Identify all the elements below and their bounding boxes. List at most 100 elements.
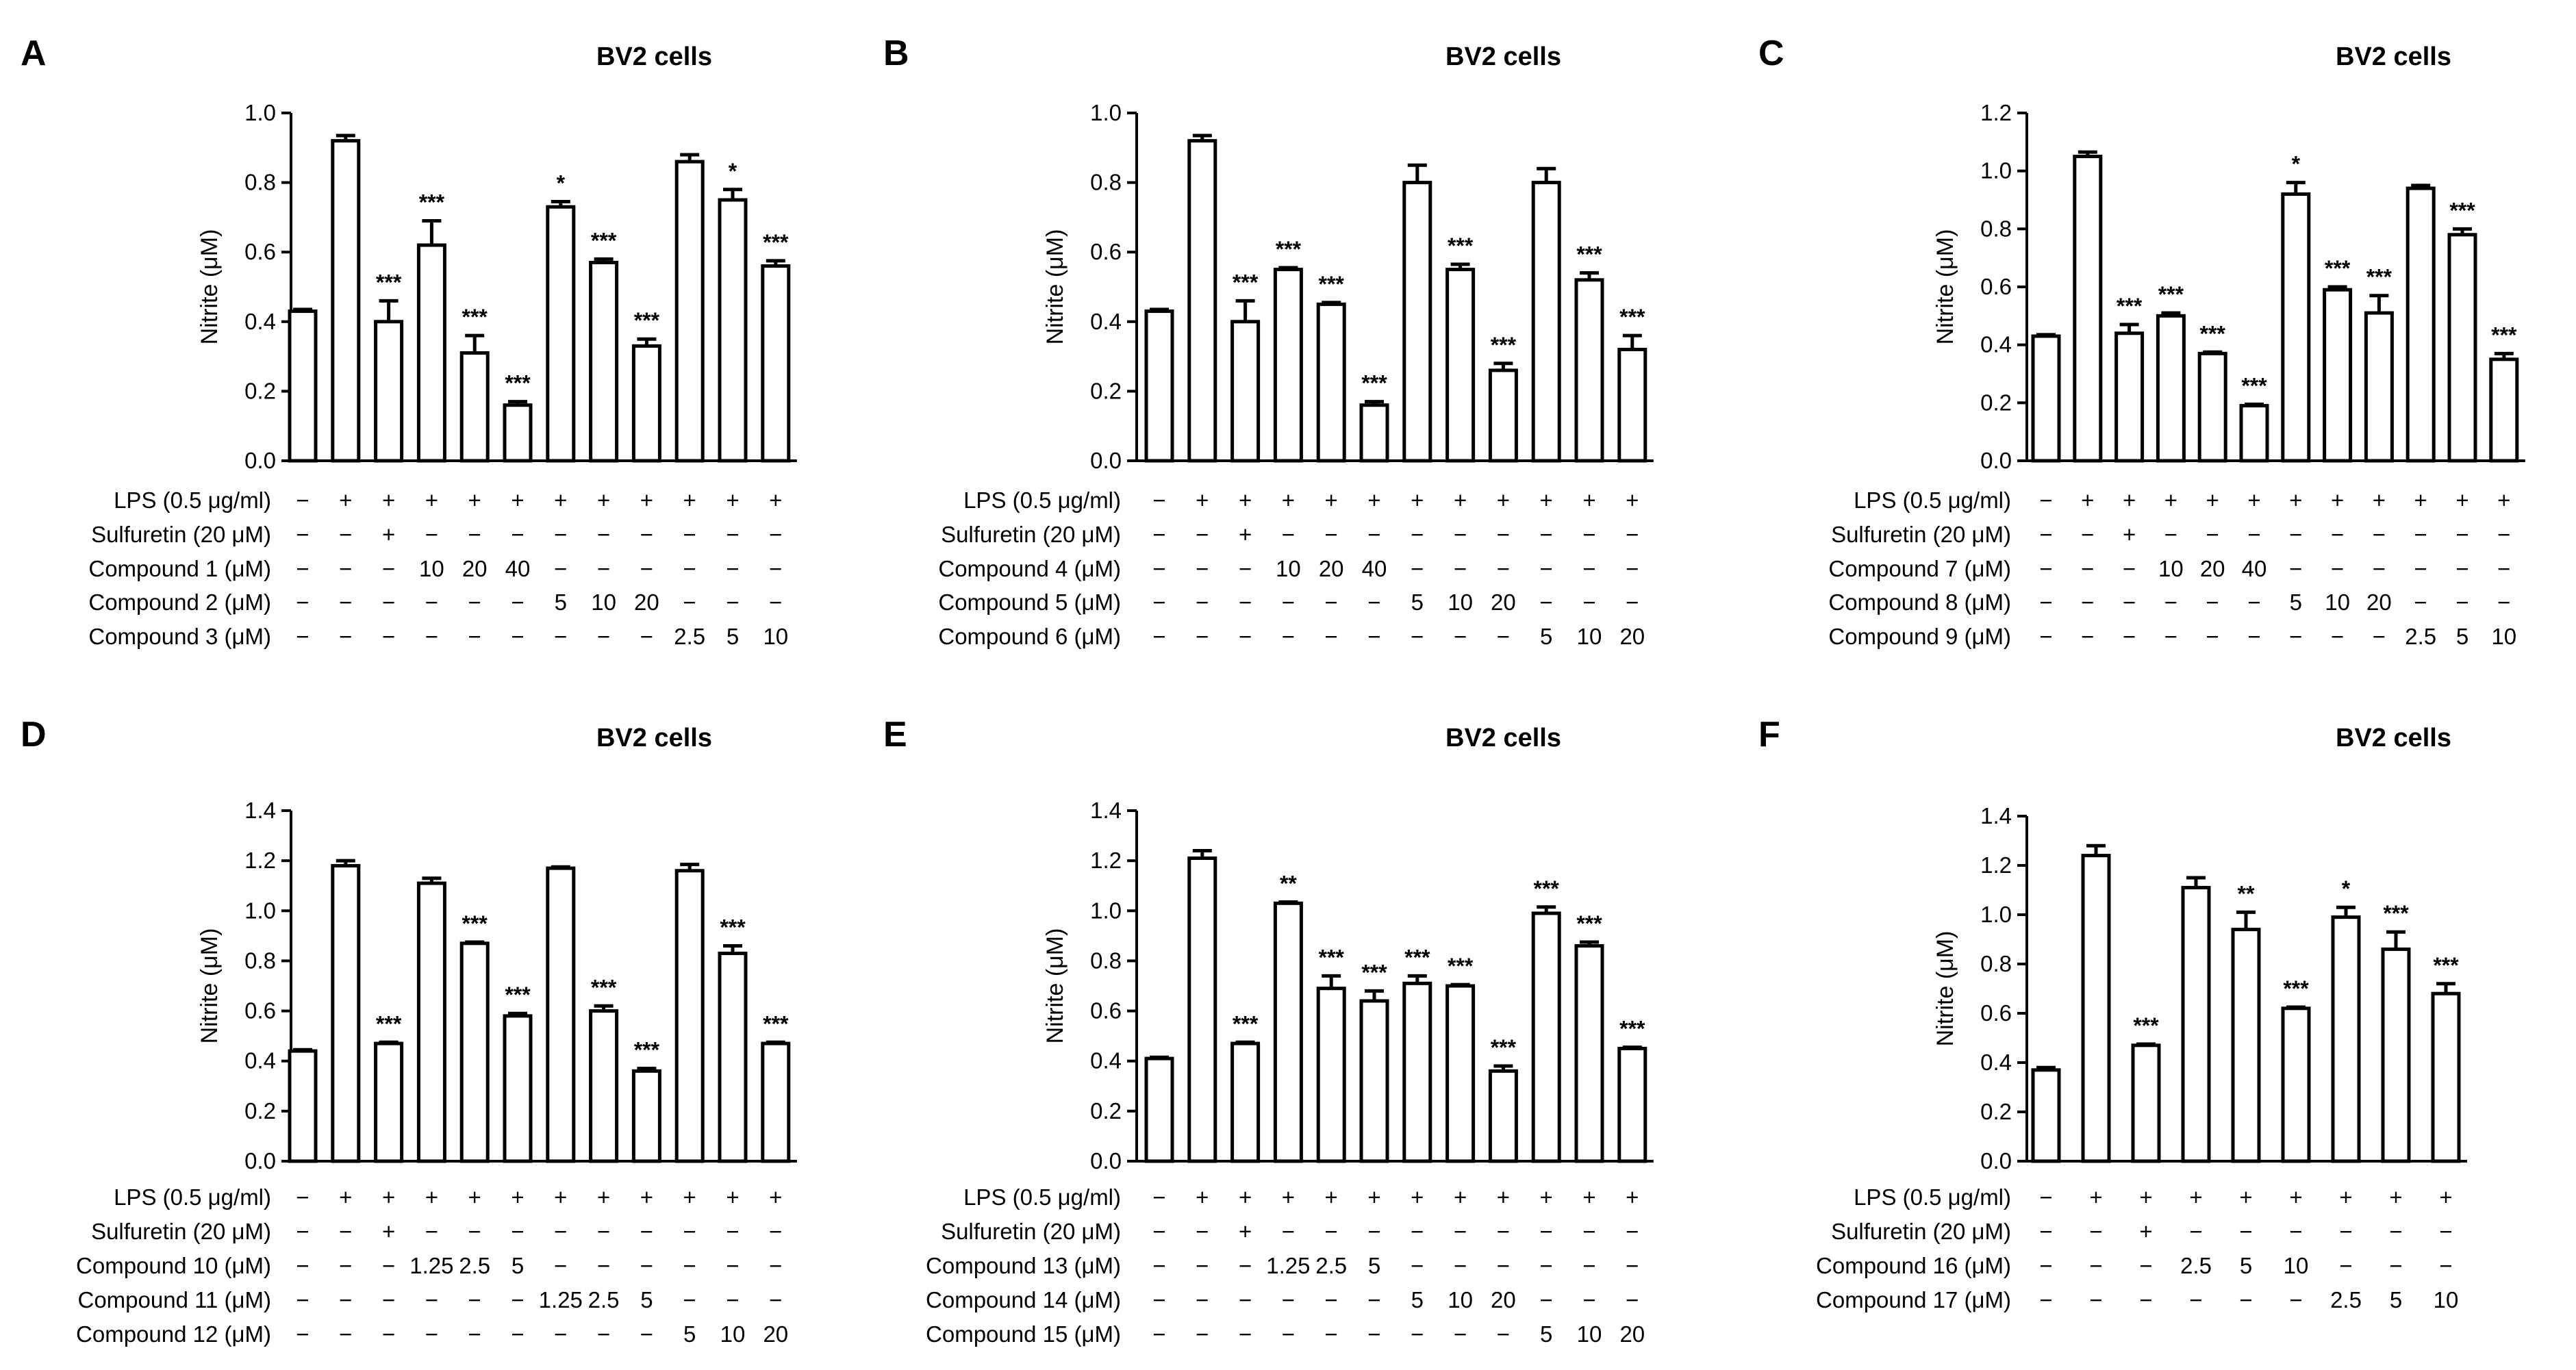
bar	[1402, 181, 1432, 463]
treatment-cell: −	[1367, 522, 1380, 547]
treatment-cell: 20	[1619, 624, 1645, 649]
y-tick-label: 1.0	[1980, 158, 2012, 183]
treatment-label: LPS (0.5 μg/ml)	[114, 1184, 271, 1210]
y-tick-label: 0.0	[1980, 448, 2012, 473]
treatment-cell: −	[1325, 589, 1338, 615]
bar	[589, 1009, 619, 1163]
treatment-cell: +	[2239, 1184, 2252, 1210]
treatment-cell: +	[2123, 487, 2136, 513]
y-tick-label: 0.6	[1980, 1000, 2012, 1026]
significance-label: ***	[1233, 270, 1259, 294]
treatment-cell: +	[2139, 1219, 2152, 1244]
treatment-cell: 20	[2200, 556, 2225, 581]
treatment-cell: −	[554, 1253, 567, 1278]
treatment-cell: −	[2039, 522, 2052, 547]
treatment-cell: −	[2039, 624, 2052, 649]
y-tick-label: 0.8	[1090, 170, 1122, 195]
treatment-cell: 2.5	[2405, 624, 2436, 649]
bar	[2381, 947, 2411, 1163]
treatment-label: Sulfuretin (20 μM)	[1831, 1219, 2011, 1244]
treatment-cell: −	[640, 522, 653, 547]
bar	[2447, 233, 2477, 463]
treatment-cell: −	[2497, 589, 2510, 615]
treatment-cell: −	[2164, 522, 2177, 547]
treatment-cell: +	[683, 1184, 696, 1210]
y-tick-label: 0.8	[244, 170, 276, 195]
panel-title: BV2 cells	[2336, 42, 2451, 71]
treatment-cell: +	[339, 1184, 352, 1210]
treatment-cell: −	[2189, 1287, 2202, 1312]
treatment-cell: −	[1454, 1253, 1467, 1278]
treatment-cell: −	[769, 1253, 782, 1278]
treatment-cell: −	[554, 624, 567, 649]
treatment-label: Compound 11 (μM)	[77, 1287, 271, 1312]
treatment-cell: 10	[2325, 589, 2350, 615]
y-tick-label: 0.6	[1090, 239, 1122, 264]
treatment-cell: −	[468, 522, 481, 547]
treatment-cell: 5	[640, 1287, 653, 1312]
treatment-cell: +	[683, 487, 696, 513]
significance-label: ***	[1361, 960, 1387, 985]
significance-label: ***	[1448, 233, 1474, 258]
treatment-cell: −	[1626, 1287, 1639, 1312]
treatment-cell: −	[425, 1219, 438, 1244]
bar	[674, 869, 705, 1163]
treatment-cell: 10	[2434, 1287, 2459, 1312]
treatment-cell: 5	[2456, 624, 2468, 649]
treatment-cell: −	[2455, 522, 2468, 547]
treatment-cell: +	[1239, 1184, 1252, 1210]
treatment-cell: −	[425, 624, 438, 649]
treatment-cell: −	[2289, 624, 2302, 649]
treatment-cell: +	[554, 1184, 567, 1210]
treatment-cell: −	[2389, 1219, 2402, 1244]
treatment-cell: −	[296, 1253, 309, 1278]
panel-b: B BV2 cells 0.0 0.2 0.4 0.6 0.8 1.0 Nitrite (μM)…	[883, 34, 1654, 649]
treatment-cell: −	[339, 1253, 352, 1278]
treatment-cell: −	[1454, 556, 1467, 581]
treatment-cell: −	[2123, 589, 2136, 615]
treatment-cell: −	[1239, 1253, 1252, 1278]
significance-label: ***	[1361, 371, 1387, 396]
treatment-cell: −	[1540, 589, 1553, 615]
treatment-cell: +	[726, 487, 739, 513]
treatment-cell: −	[1626, 522, 1639, 547]
treatment-cell: −	[1411, 522, 1424, 547]
treatment-cell: 20	[1491, 1287, 1516, 1312]
significance-label: ***	[2158, 282, 2184, 307]
significance-label: ***	[2383, 901, 2409, 926]
bar	[2281, 192, 2311, 463]
panel-a: A BV2 cells 0.0 0.2 0.4 0.6 0.8 1.0 Nitrite (μM)…	[21, 34, 797, 649]
treatment-cell: −	[1325, 624, 1338, 649]
bar	[1230, 1041, 1261, 1163]
treatment-cell: 5	[2290, 589, 2302, 615]
y-tick-label: 0.4	[1980, 1050, 2012, 1075]
treatment-cell: −	[339, 589, 352, 615]
treatment-cell: −	[1196, 1219, 1209, 1244]
y-tick-label: 1.0	[244, 898, 276, 923]
treatment-cell: −	[468, 589, 481, 615]
treatment-cell: 5	[512, 1253, 524, 1278]
treatment-cell: −	[339, 624, 352, 649]
treatment-cell: 5	[2390, 1287, 2402, 1312]
treatment-cell: +	[554, 487, 567, 513]
treatment-cell: +	[1626, 487, 1639, 513]
significance-label: ***	[376, 1011, 402, 1036]
bar	[1617, 347, 1647, 463]
treatment-label: Compound 1 (μM)	[88, 556, 271, 581]
treatment-cell: −	[1196, 556, 1209, 581]
treatment-cell: −	[296, 1287, 309, 1312]
treatment-cell: −	[554, 1321, 567, 1347]
treatment-label: Compound 13 (μM)	[926, 1253, 1121, 1278]
bar	[1273, 268, 1303, 463]
treatment-cell: −	[2189, 1219, 2202, 1244]
treatment-cell: −	[1497, 1321, 1510, 1347]
treatment-label: Compound 12 (μM)	[76, 1321, 271, 1347]
bar	[459, 941, 490, 1163]
y-tick-label: 0.8	[1980, 216, 2012, 241]
treatment-cell: −	[2089, 1219, 2102, 1244]
treatment-cell: +	[1325, 1184, 1338, 1210]
treatment-cell: 10	[1577, 624, 1602, 649]
significance-label: ***	[419, 190, 445, 214]
y-tick-label: 0.4	[1090, 1048, 1122, 1074]
bar	[416, 243, 446, 463]
